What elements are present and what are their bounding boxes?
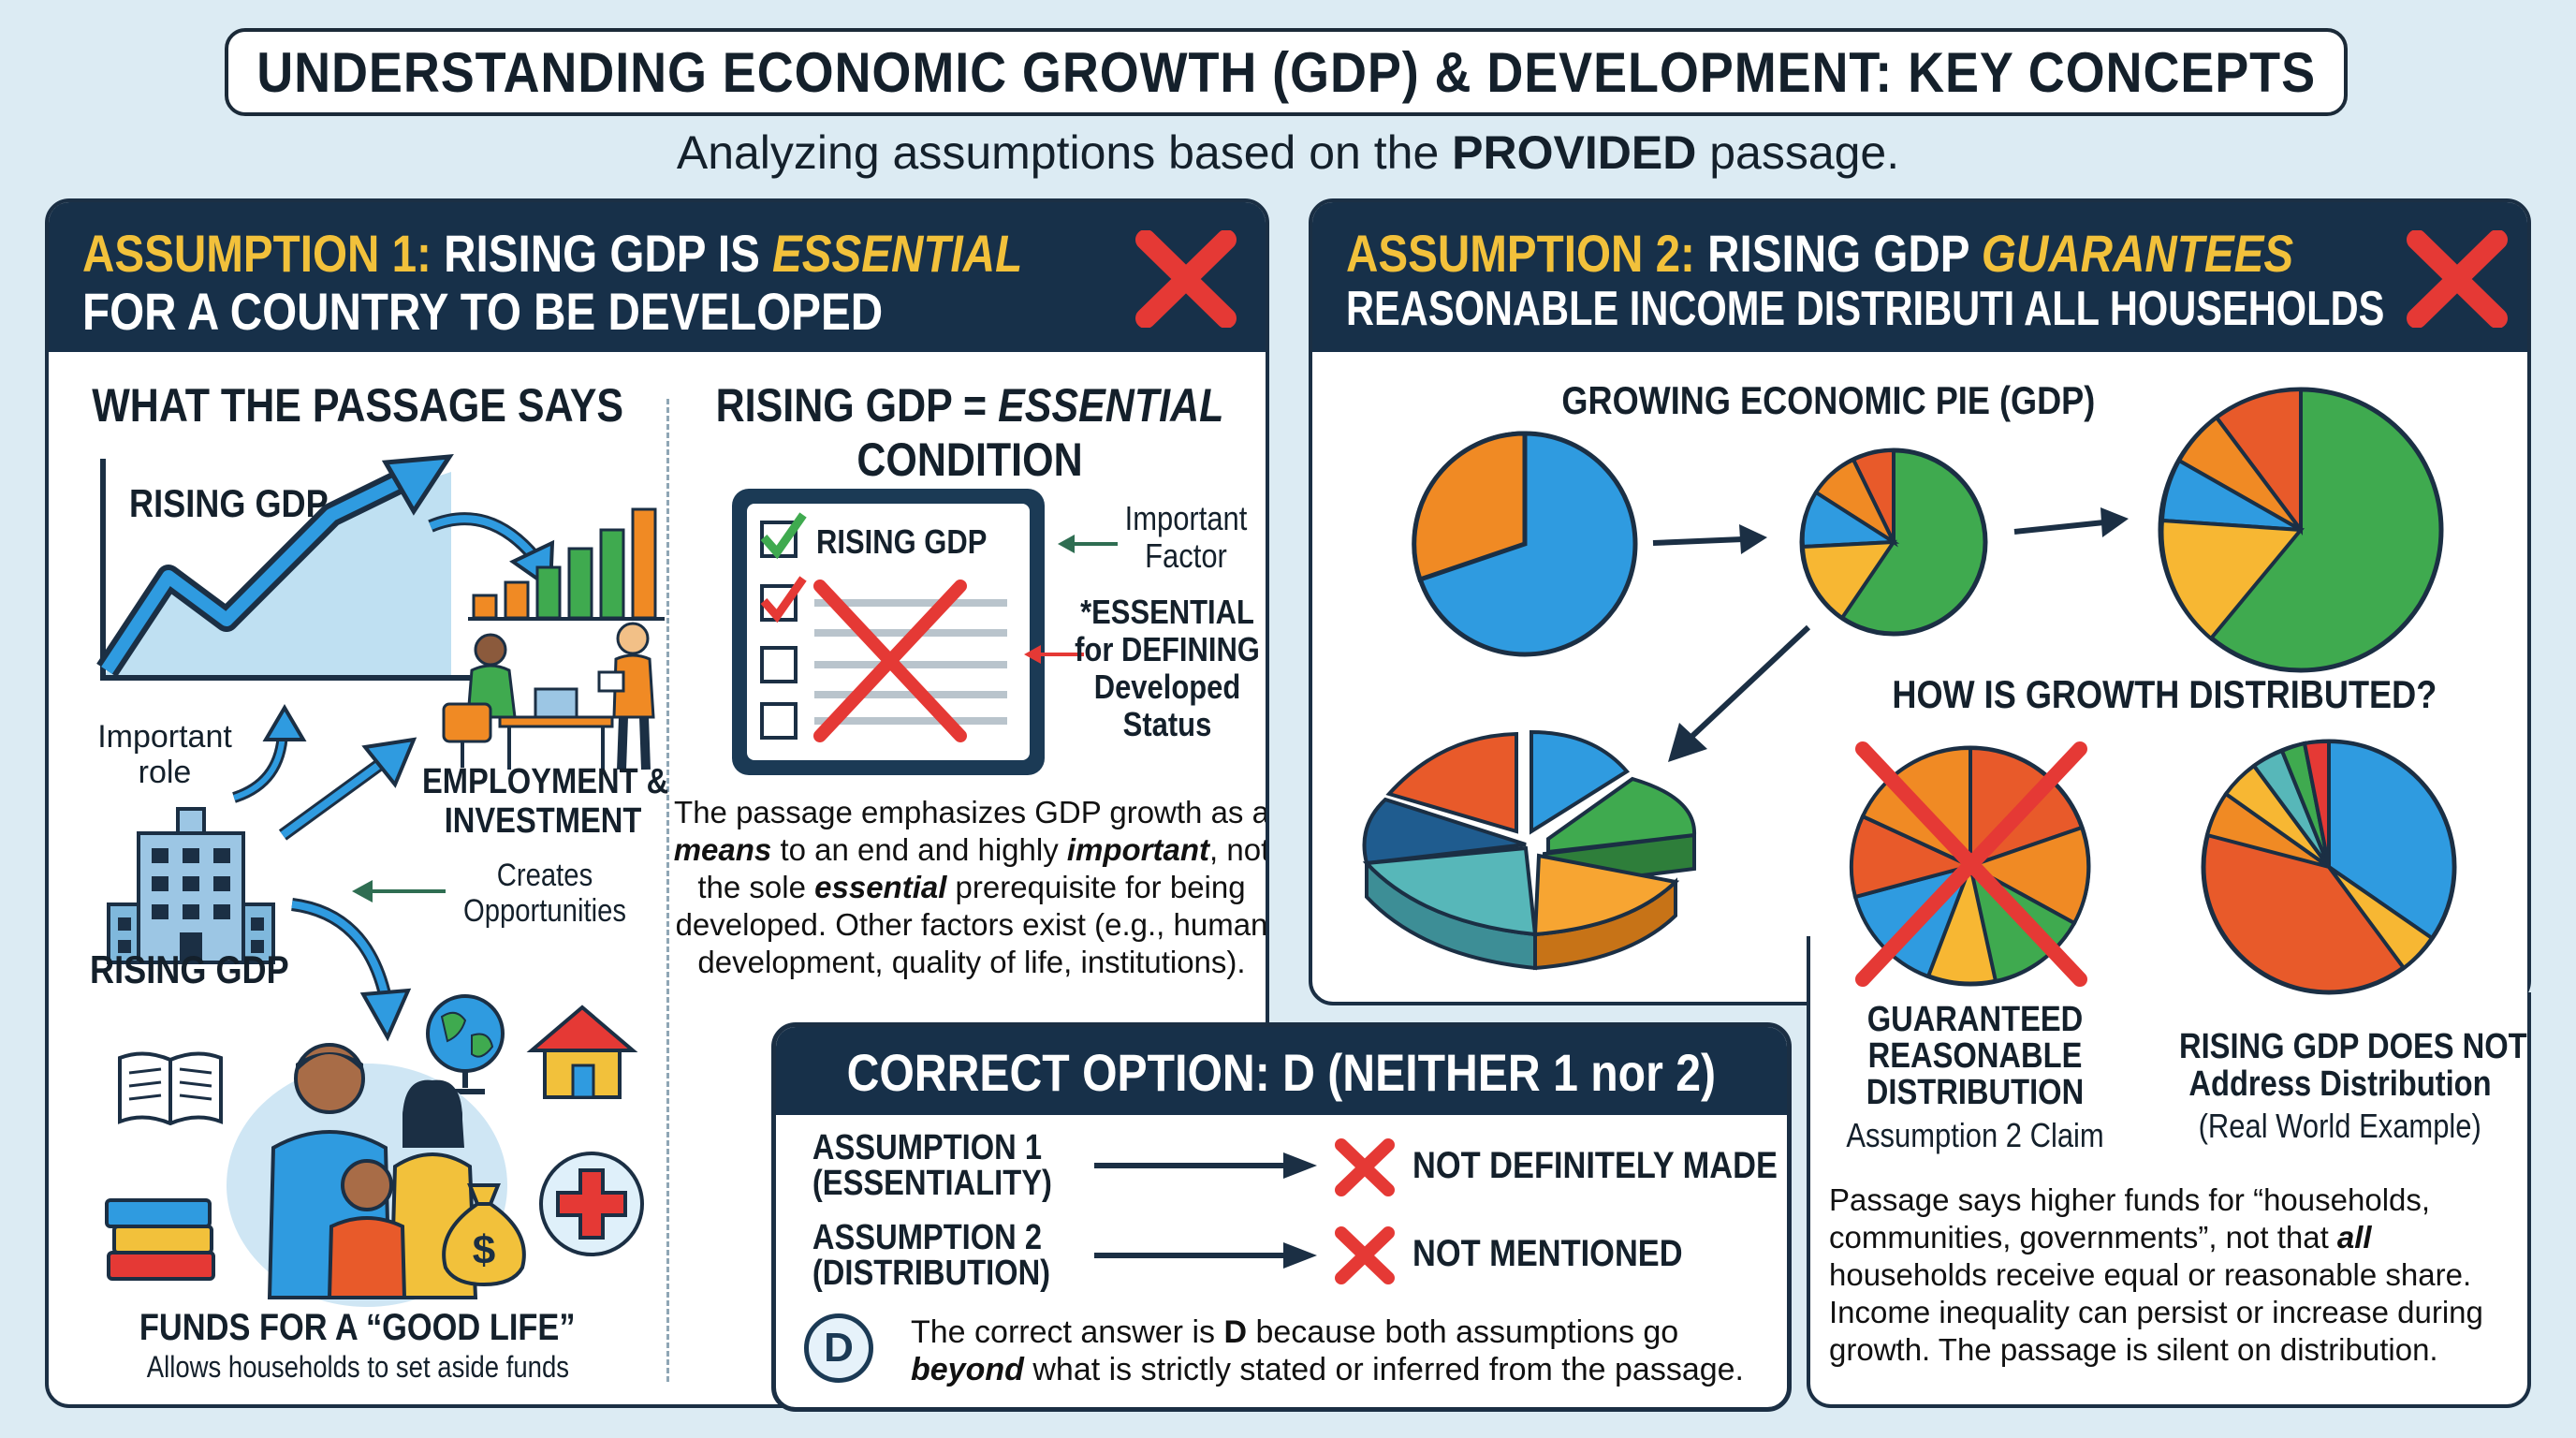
assumption1-explanation: The passage emphasizes GDP growth as a m… <box>673 795 1269 979</box>
assumption2-claim-label: Assumption 2 Claim <box>1846 1116 2104 1154</box>
arrow-icon <box>1668 624 1811 762</box>
what-passage-says-heading: WHAT THE PASSAGE SAYS <box>92 379 624 432</box>
arrow-icon <box>1094 1242 1317 1269</box>
correct-explanation: The correct answer is D because both ass… <box>911 1314 1745 1387</box>
checklist-item-label: RISING GDP <box>816 522 988 561</box>
x-mark-icon <box>1335 1138 1395 1196</box>
distribution-panel <box>1807 992 2531 1408</box>
bar-chart-icon <box>468 507 665 621</box>
arrow-icon <box>278 737 417 841</box>
correct-row-1-label: ASSUMPTION 1 (ESSENTIALITY) <box>812 1128 1052 1203</box>
answer-badge: D <box>804 1313 873 1383</box>
assumption2-header: ASSUMPTION 2: RISING GDP GUARANTEES REAS… <box>1312 202 2527 352</box>
page-title: UNDERSTANDING ECONOMIC GROWTH (GDP) & DE… <box>256 40 2316 104</box>
checklist-icon <box>732 489 1045 775</box>
panel-bridge <box>1810 974 2527 1011</box>
svg-text:$: $ <box>473 1227 495 1273</box>
book-stack-icon <box>105 1198 215 1281</box>
arrow-icon <box>290 898 412 1042</box>
rising-gdp-building-label: RISING GDP <box>90 947 289 991</box>
assumption2-explanation: Passage says higher funds for “household… <box>1829 1182 2483 1367</box>
assumption1-title-line1: ASSUMPTION 1: RISING GDP IS ESSENTIAL <box>82 224 1023 283</box>
rising-gdp-not-address-label: RISING GDP DOES NOT Address Distribution <box>2179 1027 2527 1104</box>
x-mark-icon <box>1335 1226 1395 1284</box>
creates-opportunities-label: Creates Opportunities <box>463 858 626 929</box>
pie-chart-icon <box>2158 387 2444 673</box>
x-mark-icon <box>2407 230 2508 328</box>
x-mark-icon <box>1135 230 1237 328</box>
arrow-icon <box>352 880 446 902</box>
important-role-label: Important role <box>97 719 232 790</box>
pie-chart-icon <box>1412 431 1638 657</box>
correct-option-header: CORRECT OPTION: D (NEITHER 1 nor 2) <box>776 1027 1787 1115</box>
pie-chart-icon <box>1362 729 1697 971</box>
essential-defining-note: *ESSENTIAL for DEFINING Developed Status <box>1075 593 1260 743</box>
building-icon <box>107 807 275 964</box>
real-world-example-label: (Real World Example) <box>2198 1107 2482 1145</box>
arrow-icon <box>1024 645 1084 664</box>
assumption1-panel: ASSUMPTION 1: RISING GDP IS ESSENTIAL FO… <box>45 198 1269 1408</box>
money-bag-icon: $ <box>442 1183 526 1287</box>
correct-row-1-result: NOT DEFINITELY MADE <box>1412 1145 1778 1186</box>
correct-row-2-label: ASSUMPTION 2 (DISTRIBUTION) <box>812 1218 1051 1293</box>
employment-investment-label: EMPLOYMENT & INVESTMENT <box>422 762 669 841</box>
funds-good-life-title: FUNDS FOR A “GOOD LIFE” <box>139 1307 576 1348</box>
pie-chart-icon <box>1849 741 2091 987</box>
guaranteed-distribution-label: GUARANTEED REASONABLE DISTRIBUTION <box>1866 1000 2085 1112</box>
house-icon <box>526 1005 638 1099</box>
essential-condition-heading: RISING GDP = ESSENTIAL CONDITION <box>715 379 1224 486</box>
globe-icon <box>426 994 505 1094</box>
important-factor-label: Important Factor <box>1124 499 1248 575</box>
arrow-icon <box>1652 524 1767 554</box>
correct-option-panel: CORRECT OPTION: D (NEITHER 1 nor 2) ASSU… <box>771 1022 1792 1412</box>
pie-chart-icon <box>1799 448 1988 637</box>
page-subtitle: Analyzing assumptions based on the PROVI… <box>676 126 1900 179</box>
assumption1-title-line2: FOR A COUNTRY TO BE DEVELOPED <box>82 282 884 341</box>
correct-option-title: CORRECT OPTION: D (NEITHER 1 nor 2) <box>846 1043 1717 1102</box>
office-workers-icon <box>442 622 655 770</box>
pie-chart-icon <box>2201 739 2457 995</box>
panel-corner-notch <box>1807 936 1810 1011</box>
rising-chart-icon <box>96 454 470 681</box>
arrow-icon <box>1094 1152 1317 1179</box>
title-box: UNDERSTANDING ECONOMIC GROWTH (GDP) & DE… <box>225 28 2348 116</box>
book-icon <box>118 1051 223 1126</box>
panel1-divider <box>666 399 669 1382</box>
assumption2-title-line1: ASSUMPTION 2: RISING GDP GUARANTEES <box>1346 224 2294 283</box>
assumption1-header: ASSUMPTION 1: RISING GDP IS ESSENTIAL FO… <box>49 202 1266 352</box>
funds-good-life-subtitle: Allows households to set aside funds <box>146 1350 569 1384</box>
growing-pie-heading: GROWING ECONOMIC PIE (GDP) <box>1561 378 2096 422</box>
assumption2-title-line2: REASONABLE INCOME DISTRIBUTI ALL HOUSEHO… <box>1346 282 2385 336</box>
rising-gdp-chart-label: RISING GDP <box>129 481 329 525</box>
correct-row-2-result: NOT MENTIONED <box>1412 1233 1683 1274</box>
medical-cross-icon <box>539 1152 644 1256</box>
arrow-icon <box>1058 535 1118 553</box>
arrow-icon <box>2013 507 2129 537</box>
distribution-heading: HOW IS GROWTH DISTRIBUTED? <box>1892 672 2437 716</box>
arrow-icon <box>232 704 307 803</box>
